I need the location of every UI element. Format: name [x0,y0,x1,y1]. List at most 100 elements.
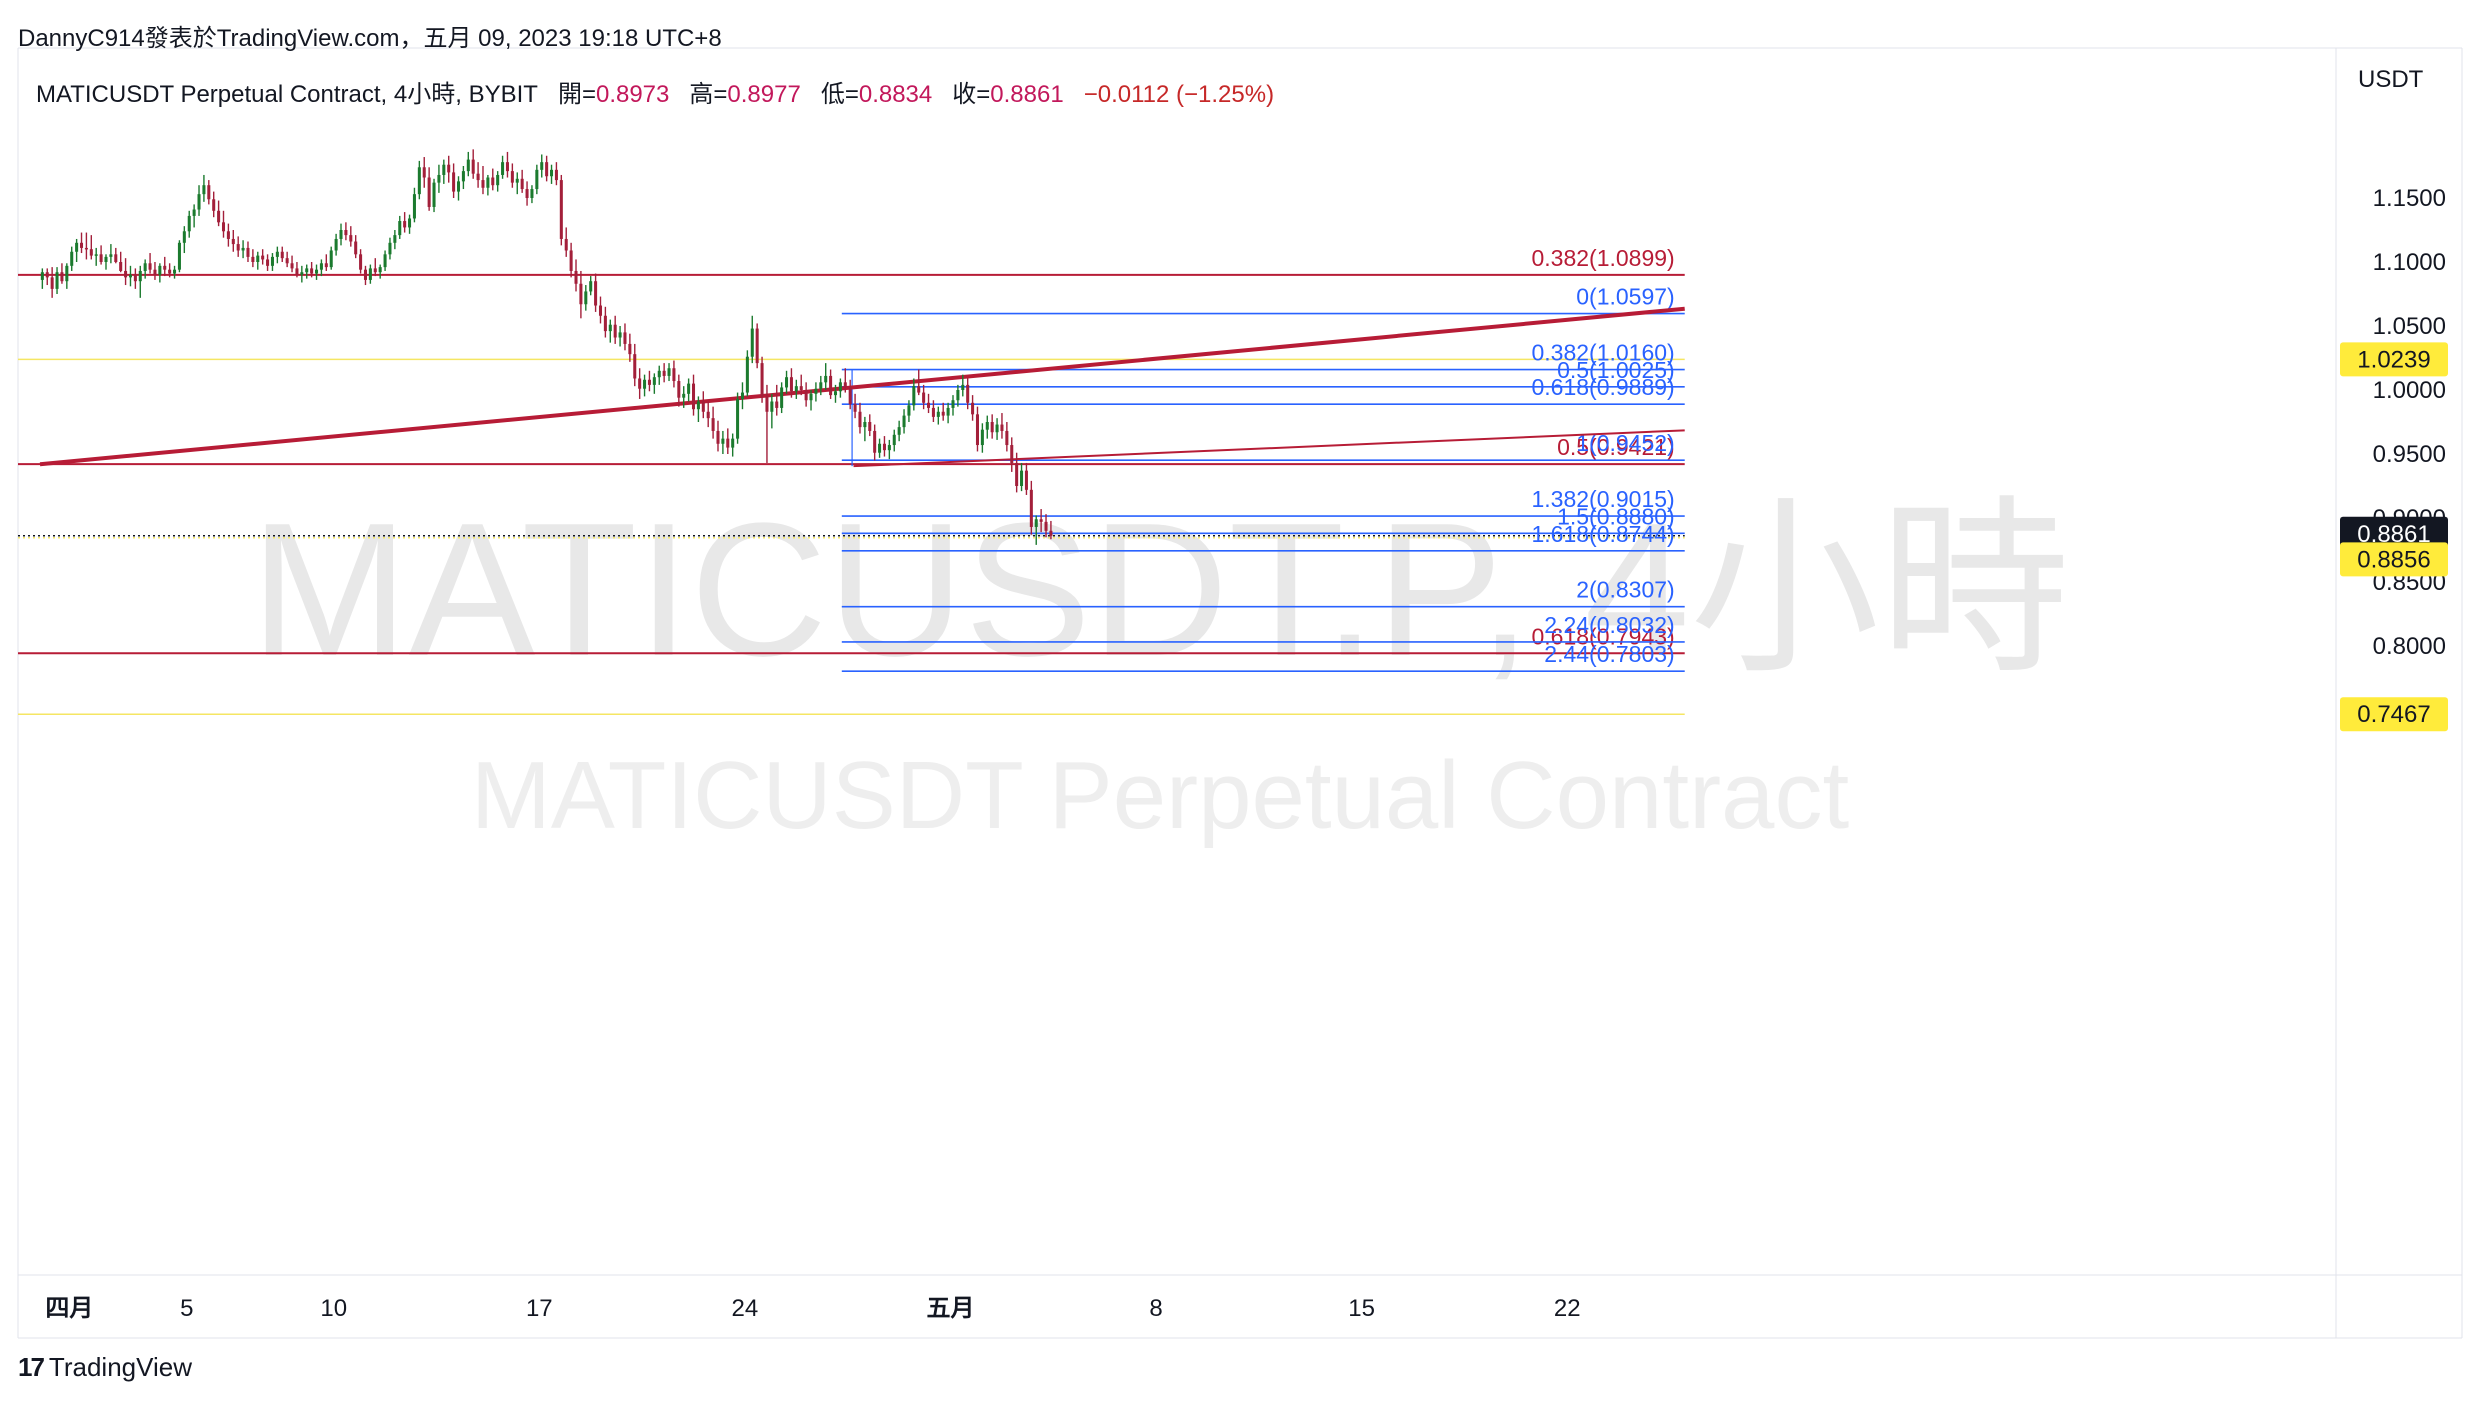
candle-body[interactable] [398,221,402,236]
candle-body[interactable] [657,370,661,378]
candle-body[interactable] [344,230,348,236]
candle-body[interactable] [84,247,88,250]
candle-body[interactable] [221,222,226,232]
candle-body[interactable] [731,438,735,448]
candle-body[interactable] [554,169,558,181]
candle-body[interactable] [829,375,833,396]
candle-body[interactable] [104,256,108,262]
candle-body[interactable] [158,265,162,275]
candle-body[interactable] [163,265,167,270]
candle-body[interactable] [266,259,270,266]
candle-body[interactable] [359,254,363,270]
candle-body[interactable] [1024,470,1028,490]
candle-body[interactable] [427,177,431,207]
candle-body[interactable] [917,386,921,393]
candle-body[interactable] [643,379,647,389]
candle-body[interactable] [50,277,54,289]
candle-body[interactable] [941,411,945,416]
candle-body[interactable] [280,251,284,259]
candle-body[interactable] [662,370,666,376]
candle-body[interactable] [652,377,656,385]
candle-body[interactable] [349,235,353,242]
tradingview-branding[interactable]: 17 TradingView [18,1352,192,1383]
candle-body[interactable] [373,268,377,273]
candle-body[interactable] [124,270,128,278]
candle-body[interactable] [804,390,808,401]
candle-body[interactable] [682,393,686,398]
candle-body[interactable] [789,377,793,392]
candle-body[interactable] [564,238,568,251]
candle-body[interactable] [437,174,441,183]
candle-body[interactable] [980,429,984,446]
candle-body[interactable] [672,368,676,382]
candle-body[interactable] [946,407,950,416]
candle-body[interactable] [128,274,132,278]
candle-body[interactable] [525,189,529,198]
candle-body[interactable] [40,272,44,280]
candle-body[interactable] [60,272,64,282]
candle-body[interactable] [956,390,960,401]
candle-body[interactable] [442,164,446,175]
candle-body[interactable] [927,402,931,408]
candle-body[interactable] [887,445,891,451]
candle-body[interactable] [256,255,260,262]
candle-body[interactable] [226,231,230,239]
candle-body[interactable] [745,356,749,393]
candle-body[interactable] [1020,470,1024,486]
candle-body[interactable] [819,382,823,389]
candle-body[interactable] [75,242,79,252]
candle-body[interactable] [177,242,181,270]
candle-body[interactable] [496,174,500,186]
candle-body[interactable] [363,269,368,280]
candle-body[interactable] [780,387,784,408]
candle-body[interactable] [339,230,343,239]
candle-body[interactable] [505,162,509,172]
candle-body[interactable] [119,262,123,271]
candle-body[interactable] [628,343,632,355]
trendline-1[interactable] [853,429,1685,468]
candle-body[interactable] [368,268,372,280]
candle-body[interactable] [667,368,671,376]
candle-body[interactable] [1000,424,1004,431]
candle-body[interactable] [833,391,838,396]
candle-body[interactable] [168,269,172,274]
candle-body[interactable] [750,328,754,357]
candle-body[interactable] [736,398,740,439]
candle-body[interactable] [1039,519,1043,522]
candle-body[interactable] [775,401,779,408]
candle-body[interactable] [305,268,309,273]
candle-body[interactable] [814,388,818,394]
candle-body[interactable] [824,375,828,383]
candle-body[interactable] [1010,445,1014,463]
candle-body[interactable] [417,167,421,195]
candle-body[interactable] [378,267,382,273]
candle-body[interactable] [623,332,627,344]
candle-body[interactable] [613,324,617,338]
candle-body[interactable] [315,269,319,274]
candle-body[interactable] [838,382,842,392]
candle-body[interactable] [65,265,69,282]
candle-body[interactable] [275,251,279,257]
candle-body[interactable] [403,221,407,228]
candle-body[interactable] [878,443,882,453]
candle-body[interactable] [383,254,387,268]
candle-body[interactable] [598,305,603,316]
candle-body[interactable] [300,272,304,275]
candle-body[interactable] [310,268,314,274]
candle-body[interactable] [951,400,955,408]
candle-body[interactable] [853,404,857,412]
candle-body[interactable] [701,401,705,412]
candle-body[interactable] [285,258,289,264]
candle-body[interactable] [79,242,84,248]
candle-body[interactable] [936,411,940,417]
candle-body[interactable] [1005,430,1009,446]
candle-body[interactable] [971,402,975,415]
candle-body[interactable] [520,178,524,190]
candle-body[interactable] [873,430,877,453]
candle-body[interactable] [716,430,720,444]
candle-body[interactable] [148,263,152,270]
candle-body[interactable] [711,418,715,431]
candle-body[interactable] [785,377,789,388]
candle-body[interactable] [618,332,622,338]
